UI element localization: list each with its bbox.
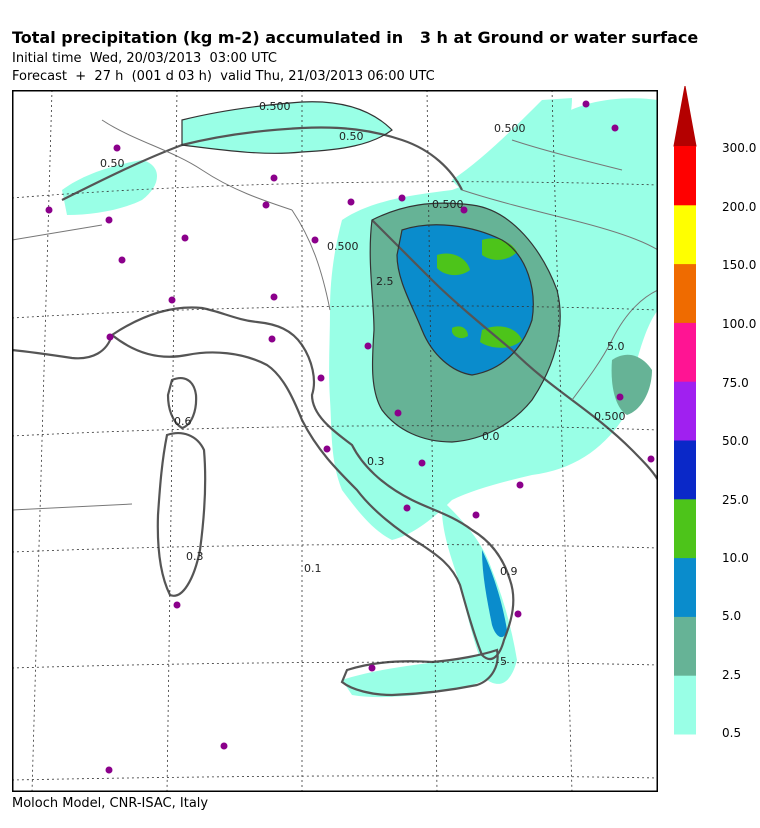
legend-label-2-5: 2.5: [722, 668, 742, 682]
borders: [12, 119, 658, 511]
station-marker: [317, 374, 325, 382]
legend-label-5: 5.0: [722, 609, 742, 623]
forecast-label: Forecast + 27 h (001 d 03 h) valid Thu, …: [12, 69, 435, 84]
station-marker: [45, 206, 53, 214]
station-marker: [168, 296, 176, 304]
legend-swatch: [674, 440, 696, 500]
precip-area-adriatic-very-heavy-2: [437, 253, 470, 276]
station-marker: [647, 455, 655, 463]
station-marker: [105, 766, 113, 774]
map-frame: [12, 90, 658, 792]
legend-swatch: [674, 204, 696, 265]
contour-label: 0.500: [432, 198, 464, 211]
legend-label-300: 300.0: [722, 141, 757, 155]
contour-label: 0.500: [494, 122, 526, 135]
station-marker: [368, 664, 376, 672]
station-markers: [45, 100, 655, 774]
contour-label: 0.9: [500, 565, 518, 578]
contour-label: 0.0: [482, 430, 500, 443]
contour-label: 5.0: [607, 340, 625, 353]
station-marker: [516, 481, 524, 489]
station-marker: [616, 393, 624, 401]
station-marker: [514, 610, 522, 618]
contour-lines: [181, 101, 561, 443]
precip-area-calabria-light: [441, 500, 517, 684]
contour-label: 0.50: [339, 130, 364, 143]
legend-swatch: [674, 498, 696, 559]
legend-swatch: [674, 381, 696, 441]
legend-label-75: 75.0: [722, 376, 749, 390]
chart-title: Total precipitation (kg m-2) accumulated…: [12, 28, 699, 47]
station-marker: [311, 236, 319, 244]
graticule: [12, 90, 658, 792]
precip-area-west-alps-light: [62, 160, 157, 215]
precip-area-alps-light: [182, 101, 392, 154]
contour-label: 0.500: [594, 410, 626, 423]
initial-time-label: Initial time Wed, 20/03/2013 03:00 UTC: [12, 51, 277, 66]
station-marker: [398, 194, 406, 202]
station-marker: [270, 174, 278, 182]
contour-label: 0.500: [327, 240, 359, 253]
station-marker: [181, 234, 189, 242]
legend-swatch: [674, 675, 696, 735]
contour-label: 0.1: [304, 562, 322, 575]
legend-colorbar: [673, 86, 697, 735]
contour-label: 2.5: [376, 275, 394, 288]
station-marker: [418, 459, 426, 467]
legend-swatch: [674, 616, 696, 676]
legend-arrow-top: [673, 86, 697, 147]
legend-label-10: 10.0: [722, 551, 749, 565]
station-marker: [105, 216, 113, 224]
precipitation-map: 0.500 0.50 0.50 0.500 0.500 0.500 0.500 …: [12, 90, 658, 792]
contour-label: 5: [500, 655, 507, 668]
station-marker: [364, 342, 372, 350]
precip-area-adriatic-very-heavy-4: [452, 326, 468, 339]
legend-swatch: [674, 322, 696, 382]
legend-label-50: 50.0: [722, 434, 749, 448]
legend-label-25: 25.0: [722, 493, 749, 507]
contour-label: 0.3: [367, 455, 385, 468]
legend-swatch: [674, 557, 696, 617]
legend-label-100: 100.0: [722, 317, 757, 331]
precip-field: [62, 98, 658, 698]
station-marker: [472, 511, 480, 519]
station-marker: [270, 293, 278, 301]
station-marker: [173, 601, 181, 609]
legend-label-0-5: 0.5: [722, 726, 742, 740]
contour-label: 0.500: [259, 100, 291, 113]
station-marker: [268, 335, 276, 343]
station-marker: [118, 256, 126, 264]
model-credit: Moloch Model, CNR-ISAC, Italy: [12, 796, 209, 811]
legend-swatch: [674, 146, 696, 206]
contour-label: 0.50: [100, 157, 125, 170]
coastlines: [12, 126, 658, 697]
station-marker: [220, 742, 228, 750]
station-marker: [394, 409, 402, 417]
legend-label-200: 200.0: [722, 200, 757, 214]
station-marker: [323, 445, 331, 453]
legend-swatch: [674, 263, 696, 323]
contour-label: 0.6: [174, 415, 192, 428]
station-marker: [106, 333, 114, 341]
station-marker: [113, 144, 121, 152]
station-marker: [347, 198, 355, 206]
station-marker: [611, 124, 619, 132]
legend-swatches: [674, 146, 696, 735]
station-marker: [403, 504, 411, 512]
precip-area-calabria-heavy: [482, 550, 507, 638]
precip-area-north-light: [452, 98, 572, 197]
legend-label-150: 150.0: [722, 258, 757, 272]
station-marker: [460, 206, 468, 214]
station-marker: [582, 100, 590, 108]
station-marker: [262, 201, 270, 209]
contour-label: 0.3: [186, 550, 204, 563]
precip-area-sicily-light: [342, 648, 512, 698]
